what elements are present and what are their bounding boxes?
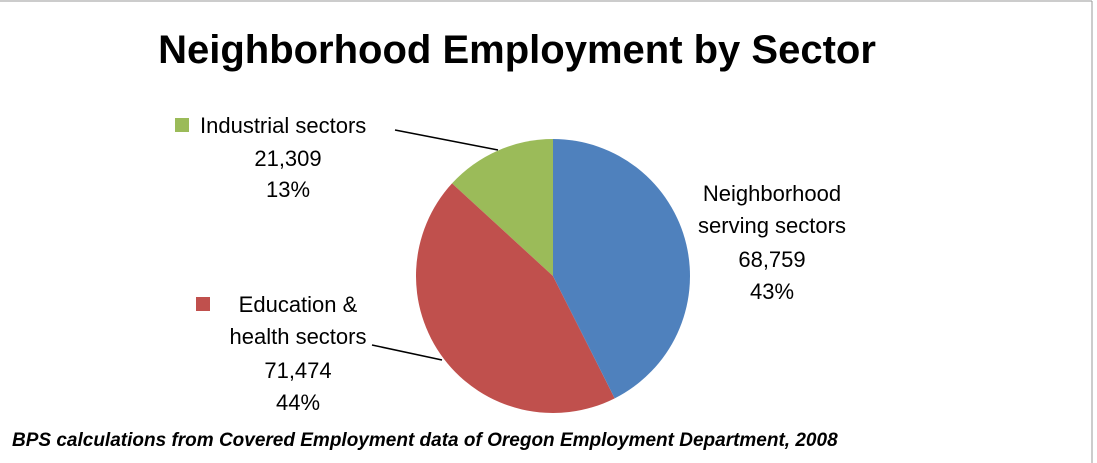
- pie-slice: [553, 139, 691, 399]
- leader-line: [371, 344, 443, 361]
- legend-swatch: [196, 297, 210, 311]
- slice-label: Education & health sectors: [229, 292, 367, 349]
- slice-percent: 43%: [749, 279, 795, 304]
- slice-label: Neighborhood serving sectors: [698, 181, 846, 238]
- chart-title: Neighborhood Employment by Sector: [158, 28, 876, 72]
- source-note: BPS calculations from Covered Employment…: [12, 430, 838, 451]
- slice-label: Industrial sectors: [200, 113, 367, 138]
- slice-percent: 13%: [265, 177, 311, 202]
- pie-slice: [452, 139, 553, 276]
- slice-percent: 44%: [275, 390, 321, 415]
- leader-line: [394, 129, 499, 151]
- slice-value: 71,474: [264, 358, 332, 383]
- pie-slice: [415, 183, 615, 414]
- slice-value: 21,309: [254, 146, 322, 171]
- legend-swatch: [175, 118, 189, 132]
- slice-value: 68,759: [738, 247, 806, 272]
